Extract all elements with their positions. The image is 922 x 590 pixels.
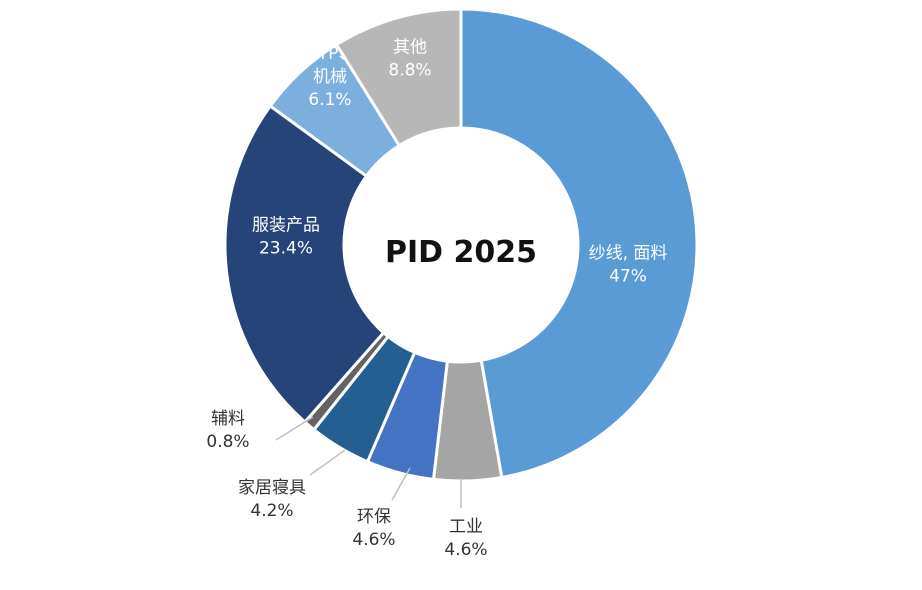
slice-服装产品 <box>223 103 386 425</box>
slice-value-label: 4.6% <box>444 540 487 560</box>
slice-name-label: 其他 <box>393 38 427 58</box>
donut-slices <box>223 7 699 483</box>
slice-labels: 纱线, 面料 47% 工业 4.6% 环保 4.6% 家居寝具 4.2% 辅料 0.8% 服装产品 2… <box>206 38 667 561</box>
slice-name-label: 环保 <box>357 507 391 527</box>
slice-name-label: 服装产品 <box>252 216 320 236</box>
slice-环保-label: 环保 4.6% <box>352 507 395 550</box>
slice-其他-label: 其他 8.8% <box>388 38 431 81</box>
slice-value-label: 8.8% <box>388 61 431 81</box>
slice-辅料-label: 辅料 0.8% <box>206 409 249 452</box>
slice-value-label: 4.6% <box>352 530 395 550</box>
slice-服装产品-label: 服装产品 23.4% <box>252 216 320 259</box>
slice-工业-label: 工业 4.6% <box>444 517 487 560</box>
slice-name-label: 机械 <box>313 67 347 87</box>
slice-name-label: 纱线, 面料 <box>589 244 668 264</box>
slice-纱线-面料-label: 纱线, 面料 47% <box>589 244 668 287</box>
slice-DTP-机械-label: DTP、机械 6.1% <box>305 44 356 110</box>
slice-name-label: 辅料 <box>211 409 245 429</box>
slice-家居寝具-leader-line <box>309 449 346 476</box>
slice-家居寝具-label: 家居寝具 4.2% <box>238 477 306 521</box>
slice-value-label: 4.2% <box>250 501 293 521</box>
slice-name-label: DTP、 <box>305 44 356 64</box>
slice-value-label: 6.1% <box>308 90 351 110</box>
slice-其他 <box>334 7 463 148</box>
slice-name-label: 家居寝具 <box>238 477 306 498</box>
slice-value-label: 23.4% <box>259 239 313 259</box>
slice-纱线-面料 <box>459 7 699 480</box>
chart-title: PID 2025 <box>385 235 537 270</box>
slice-环保-leader-line <box>391 467 411 501</box>
slice-value-label: 0.8% <box>206 432 249 452</box>
leader-lines <box>275 416 462 508</box>
slice-辅料-leader-line <box>275 416 314 441</box>
slice-value-label: 47% <box>609 267 647 287</box>
slice-name-label: 工业 <box>449 517 483 537</box>
